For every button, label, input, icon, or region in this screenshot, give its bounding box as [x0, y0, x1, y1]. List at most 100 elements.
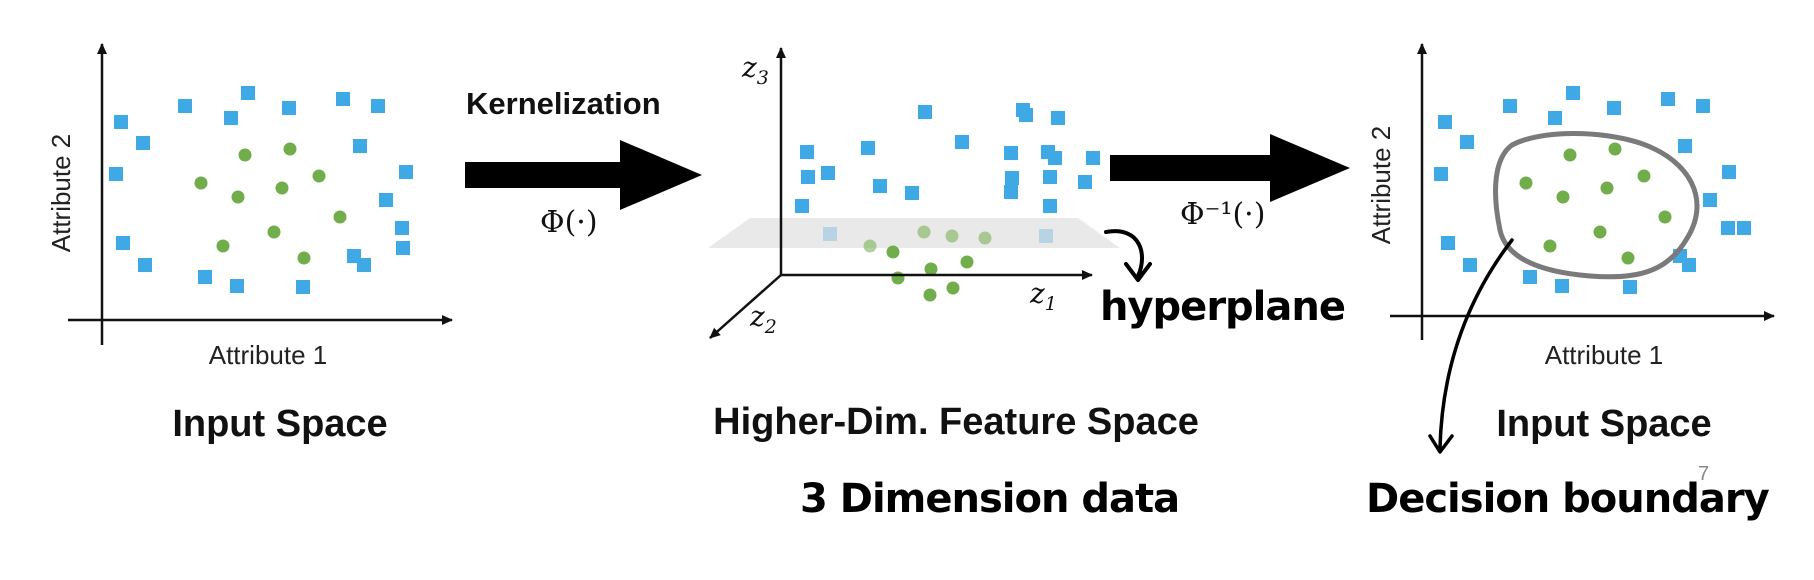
square-point	[861, 141, 875, 155]
square-point	[1555, 279, 1569, 293]
circle-point	[1543, 239, 1557, 253]
square-point	[1682, 258, 1696, 272]
square-point	[1460, 135, 1474, 149]
square-point	[1721, 221, 1735, 235]
middle-circle-points	[863, 225, 992, 302]
square-point	[1019, 108, 1033, 122]
square-point	[905, 186, 919, 200]
boundary-pointer-arrow	[1438, 238, 1514, 450]
decision-boundary	[1493, 131, 1700, 280]
square-point	[1434, 167, 1448, 181]
square-point	[230, 279, 244, 293]
circle-point	[891, 271, 905, 285]
square-point	[800, 145, 814, 159]
square-point	[1566, 86, 1580, 100]
circle-point	[946, 281, 960, 295]
square-point	[1722, 165, 1736, 179]
kernelization-label: Kernelization	[466, 86, 661, 121]
circle-point	[297, 251, 311, 265]
square-point	[1051, 111, 1065, 125]
square-point	[224, 111, 238, 125]
square-point	[1503, 99, 1517, 113]
square-point	[336, 92, 350, 106]
circle-point	[231, 190, 245, 204]
square-point	[955, 135, 969, 149]
square-point	[1438, 115, 1452, 129]
square-point	[1005, 171, 1019, 185]
phi-function-label: Φ(·)	[540, 205, 598, 240]
hyperplane-pointer-arrowhead	[1124, 262, 1152, 282]
z2-axis	[709, 274, 782, 339]
square-point	[1043, 170, 1057, 184]
square-point	[178, 99, 192, 113]
square-point	[296, 280, 310, 294]
decision-boundary-note: Decision boundary	[1366, 476, 1770, 522]
square-point	[116, 236, 130, 250]
square-point	[282, 101, 296, 115]
circle-point	[924, 262, 938, 276]
z3-axis-label: z3	[741, 51, 769, 89]
circle-point	[1593, 225, 1607, 239]
square-point	[1661, 92, 1675, 106]
square-point	[198, 270, 212, 284]
circle-point	[960, 255, 974, 269]
circle-point	[1556, 190, 1570, 204]
middle-panel: z3 z1 z2 hyperplane Higher-Dim. Feature …	[708, 47, 1346, 522]
circle-point	[275, 181, 289, 195]
square-point	[1004, 146, 1018, 160]
square-point	[1737, 221, 1751, 235]
circle-point	[945, 229, 959, 243]
kernelization-arrow-group: Kernelization Φ(·)	[465, 86, 702, 240]
right-square-points	[1434, 86, 1751, 294]
square-point	[109, 167, 123, 181]
square-point	[353, 139, 367, 153]
square-point	[1004, 185, 1018, 199]
boundary-pointer-arrowhead	[1428, 434, 1454, 454]
circle-point	[238, 148, 252, 162]
circle-point	[1600, 181, 1614, 195]
circle-point	[1637, 169, 1651, 183]
square-point	[795, 199, 809, 213]
square-point	[357, 258, 371, 272]
square-point	[1048, 151, 1062, 165]
right-panel-title: Input Space	[1496, 403, 1711, 445]
left-panel-title: Input Space	[172, 403, 387, 445]
square-point	[1441, 236, 1455, 250]
square-point	[918, 105, 932, 119]
right-y-axis-label: Attribute 2	[1366, 126, 1396, 245]
square-point	[114, 115, 128, 129]
hyperplane-note: hyperplane	[1100, 284, 1345, 330]
circle-point	[1563, 148, 1577, 162]
circle-point	[1658, 210, 1672, 224]
square-point	[1678, 139, 1692, 153]
square-point	[396, 241, 410, 255]
left-panel: Attribute 2 Attribute 1 Input Space	[46, 43, 453, 445]
circle-point	[923, 288, 937, 302]
inverse-kernel-arrow	[1110, 134, 1350, 202]
circle-point	[283, 142, 297, 156]
square-point	[821, 166, 835, 180]
square-point	[136, 136, 150, 150]
square-point	[801, 170, 815, 184]
square-point	[1463, 258, 1477, 272]
circle-point	[267, 225, 281, 239]
square-point	[399, 165, 413, 179]
circle-point	[863, 239, 877, 253]
square-point	[138, 258, 152, 272]
square-point	[379, 193, 393, 207]
z2-axis-label: z2	[749, 300, 777, 338]
hyperplane-pointer-arrow	[1104, 229, 1144, 278]
square-point	[873, 179, 887, 193]
square-point	[241, 86, 255, 100]
square-point	[1548, 111, 1562, 125]
left-y-axis-label: Attribute 2	[46, 134, 76, 253]
hyperplane	[708, 218, 1120, 248]
square-point	[1623, 280, 1637, 294]
square-point	[395, 221, 409, 235]
circle-point	[312, 169, 326, 183]
square-point	[1607, 101, 1621, 115]
dimension-note: 3 Dimension data	[800, 476, 1179, 522]
square-point	[371, 99, 385, 113]
circle-point	[216, 239, 230, 253]
z1-axis-label: z1	[1029, 277, 1057, 315]
